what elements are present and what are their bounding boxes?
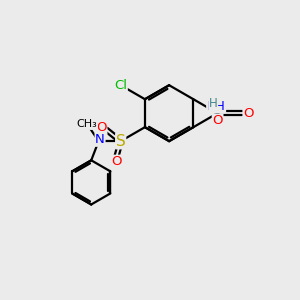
Text: O: O <box>96 122 107 134</box>
Text: N: N <box>95 133 105 146</box>
Text: H: H <box>209 97 218 110</box>
Text: CH₃: CH₃ <box>76 119 97 129</box>
Text: S: S <box>116 134 126 149</box>
Text: O: O <box>243 107 254 120</box>
Text: O: O <box>212 114 223 127</box>
Text: NH: NH <box>207 100 226 113</box>
Text: O: O <box>111 155 122 168</box>
Text: Cl: Cl <box>114 79 127 92</box>
